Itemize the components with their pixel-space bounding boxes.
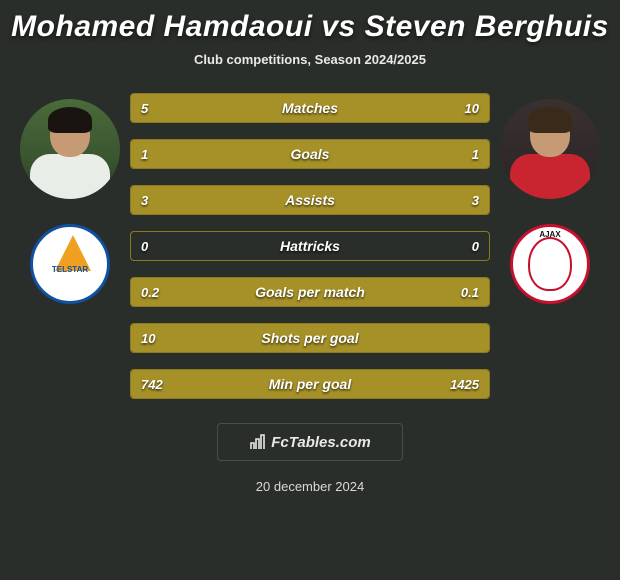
stat-value-right: 0.1 bbox=[429, 285, 489, 300]
stat-value-right: 0 bbox=[429, 239, 489, 254]
stat-row: 742Min per goal1425 bbox=[130, 369, 490, 399]
stat-value-left: 0.2 bbox=[131, 285, 191, 300]
stat-row: 5Matches10 bbox=[130, 93, 490, 123]
stat-value-left: 742 bbox=[131, 377, 191, 392]
stat-row: 0.2Goals per match0.1 bbox=[130, 277, 490, 307]
right-club-badge bbox=[510, 224, 590, 304]
stat-label: Min per goal bbox=[191, 376, 429, 392]
brand-logo[interactable]: FcTables.com bbox=[217, 423, 403, 461]
stat-row: 1Goals1 bbox=[130, 139, 490, 169]
stat-label: Assists bbox=[191, 192, 429, 208]
right-player-column bbox=[490, 89, 610, 304]
stat-row: 10Shots per goal bbox=[130, 323, 490, 353]
left-player-photo bbox=[20, 99, 120, 199]
right-player-photo bbox=[500, 99, 600, 199]
stats-column: 5Matches101Goals13Assists30Hattricks00.2… bbox=[130, 89, 490, 399]
left-club-badge bbox=[30, 224, 110, 304]
stat-label: Hattricks bbox=[191, 238, 429, 254]
stat-value-right: 10 bbox=[429, 101, 489, 116]
page-title: Mohamed Hamdaoui vs Steven Berghuis bbox=[11, 10, 609, 44]
stat-row: 0Hattricks0 bbox=[130, 231, 490, 261]
stat-label: Matches bbox=[191, 100, 429, 116]
brand-text: FcTables.com bbox=[271, 434, 370, 451]
stat-value-left: 3 bbox=[131, 193, 191, 208]
main-row: 5Matches101Goals13Assists30Hattricks00.2… bbox=[0, 89, 620, 399]
stat-value-right: 1425 bbox=[429, 377, 489, 392]
stat-label: Goals bbox=[191, 146, 429, 162]
stat-row: 3Assists3 bbox=[130, 185, 490, 215]
stat-value-left: 5 bbox=[131, 101, 191, 116]
stat-label: Goals per match bbox=[191, 284, 429, 300]
stat-value-right: 3 bbox=[429, 193, 489, 208]
stat-value-left: 1 bbox=[131, 147, 191, 162]
page-subtitle: Club competitions, Season 2024/2025 bbox=[194, 52, 426, 67]
footer-date: 20 december 2024 bbox=[256, 479, 364, 494]
comparison-card: Mohamed Hamdaoui vs Steven Berghuis Club… bbox=[0, 0, 620, 580]
left-player-column bbox=[10, 89, 130, 304]
stat-label: Shots per goal bbox=[191, 330, 429, 346]
stat-value-left: 10 bbox=[131, 331, 191, 346]
stat-value-left: 0 bbox=[131, 239, 191, 254]
chart-icon bbox=[249, 433, 267, 451]
stat-value-right: 1 bbox=[429, 147, 489, 162]
